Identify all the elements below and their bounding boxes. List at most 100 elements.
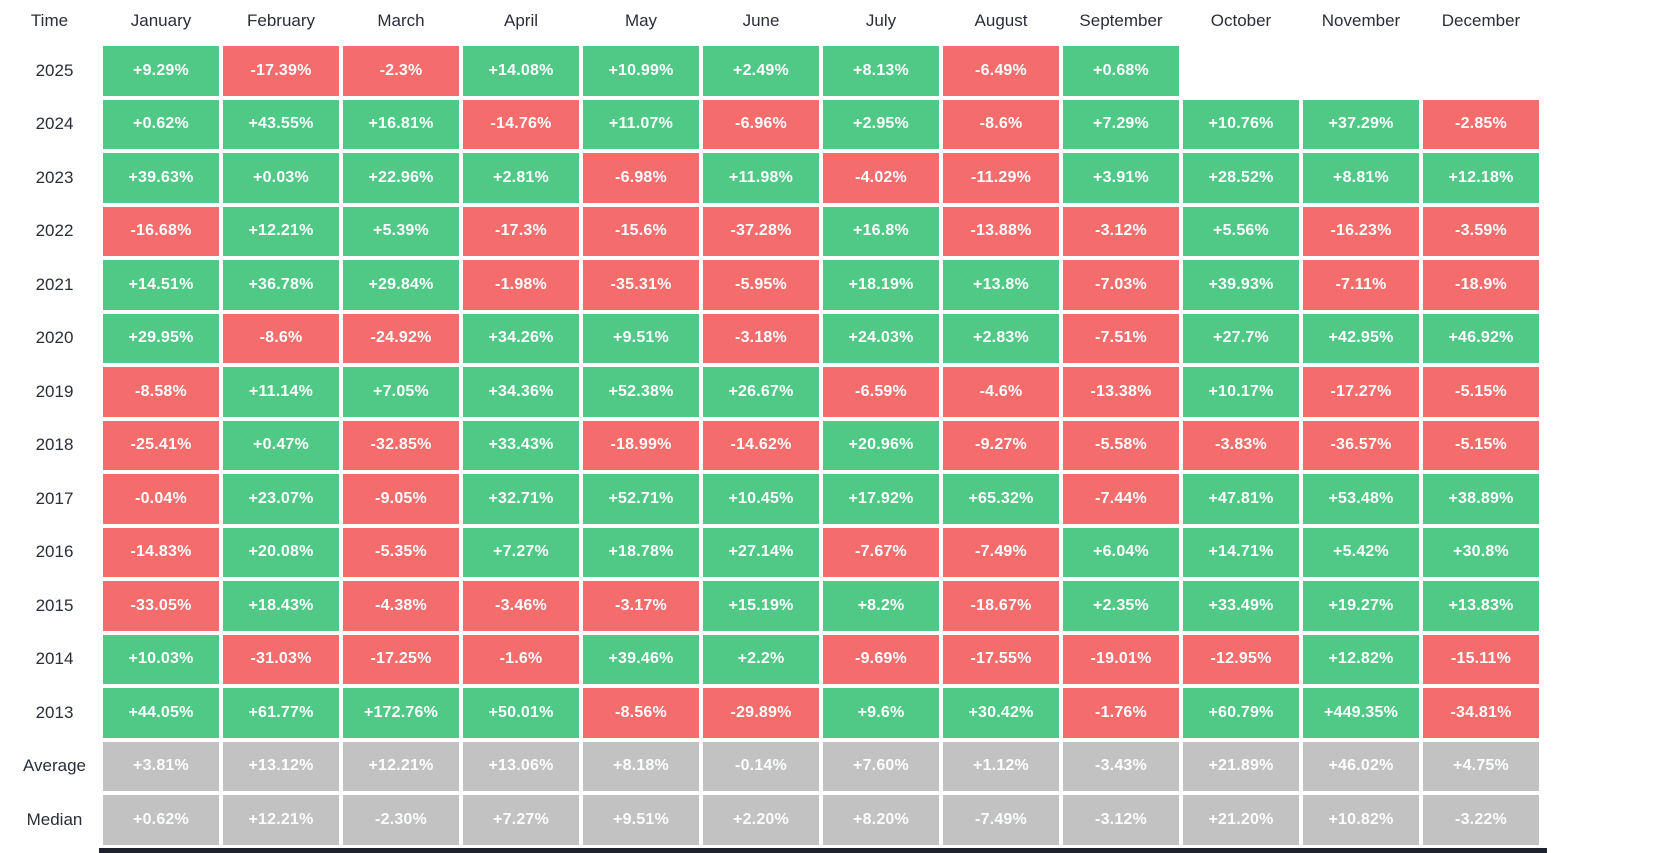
cell-2018-november: -36.57% — [1303, 420, 1419, 470]
cell-2025-may: +10.99% — [583, 46, 699, 96]
cell-2013-may: -8.56% — [583, 688, 699, 738]
cell-2022-january: -16.68% — [103, 206, 219, 256]
row-label-2018: 2018 — [35, 435, 74, 455]
row-label-2019: 2019 — [35, 381, 74, 401]
cell-2017-may: +52.71% — [583, 474, 699, 524]
cell-2020-september: -7.51% — [1063, 313, 1179, 363]
cell-median-december: -3.22% — [1423, 795, 1539, 845]
cell-2025-september: +0.68% — [1063, 46, 1179, 96]
row-label-2015: 2015 — [35, 595, 74, 615]
cell-2014-august: -17.55% — [943, 634, 1059, 684]
cell-median-february: +12.21% — [223, 795, 339, 845]
cell-2013-october: +60.79% — [1183, 688, 1299, 738]
cell-average-january: +3.81% — [103, 741, 219, 791]
cell-2018-october: -3.83% — [1183, 420, 1299, 470]
cell-2014-november: +12.82% — [1303, 634, 1419, 684]
cell-2014-february: -31.03% — [223, 634, 339, 684]
cell-average-november: +46.02% — [1303, 741, 1419, 791]
cell-2023-august: -11.29% — [943, 153, 1059, 203]
cell-2025-march: -2.3% — [343, 46, 459, 96]
cell-average-april: +13.06% — [463, 741, 579, 791]
cell-2017-march: -9.05% — [343, 474, 459, 524]
cell-2016-september: +6.04% — [1063, 527, 1179, 577]
cell-2024-january: +0.62% — [103, 99, 219, 149]
cell-2025-october — [1183, 46, 1299, 96]
cell-2021-september: -7.03% — [1063, 260, 1179, 310]
cell-2023-july: -4.02% — [823, 153, 939, 203]
cell-average-march: +12.21% — [343, 741, 459, 791]
row-label-2016: 2016 — [35, 542, 74, 562]
cell-2016-may: +18.78% — [583, 527, 699, 577]
cell-2015-june: +15.19% — [703, 581, 819, 631]
cell-2023-january: +39.63% — [103, 153, 219, 203]
cell-median-november: +10.82% — [1303, 795, 1419, 845]
cell-2020-july: +24.03% — [823, 313, 939, 363]
cell-2023-march: +22.96% — [343, 153, 459, 203]
cell-2021-june: -5.95% — [703, 260, 819, 310]
cell-median-april: +7.27% — [463, 795, 579, 845]
cell-2024-february: +43.55% — [223, 99, 339, 149]
cell-2017-august: +65.32% — [943, 474, 1059, 524]
cell-average-december: +4.75% — [1423, 741, 1539, 791]
cell-average-february: +13.12% — [223, 741, 339, 791]
column-header-april: April — [503, 11, 538, 30]
cell-2025-december — [1423, 46, 1539, 96]
cell-2024-may: +11.07% — [583, 99, 699, 149]
cell-2015-october: +33.49% — [1183, 581, 1299, 631]
cell-2025-june: +2.49% — [703, 46, 819, 96]
cell-2016-january: -14.83% — [103, 527, 219, 577]
cell-2019-july: -6.59% — [823, 367, 939, 417]
cell-2016-march: -5.35% — [343, 527, 459, 577]
cell-2024-april: -14.76% — [463, 99, 579, 149]
cell-2019-june: +26.67% — [703, 367, 819, 417]
cell-2016-december: +30.8% — [1423, 527, 1539, 577]
cell-2015-september: +2.35% — [1063, 581, 1179, 631]
cell-2025-april: +14.08% — [463, 46, 579, 96]
row-label-2017: 2017 — [35, 488, 74, 508]
cell-average-may: +8.18% — [583, 741, 699, 791]
row-label-2014: 2014 — [35, 649, 74, 669]
cell-2020-november: +42.95% — [1303, 313, 1419, 363]
column-header-november: November — [1321, 11, 1401, 30]
cell-2015-march: -4.38% — [343, 581, 459, 631]
cell-2016-october: +14.71% — [1183, 527, 1299, 577]
cell-2014-july: -9.69% — [823, 634, 939, 684]
column-header-june: June — [742, 11, 780, 30]
cell-2021-december: -18.9% — [1423, 260, 1539, 310]
cell-median-may: +9.51% — [583, 795, 699, 845]
cell-median-june: +2.20% — [703, 795, 819, 845]
cell-2020-may: +9.51% — [583, 313, 699, 363]
cell-2014-june: +2.2% — [703, 634, 819, 684]
cell-average-october: +21.89% — [1183, 741, 1299, 791]
cell-2021-january: +14.51% — [103, 260, 219, 310]
column-header-february: February — [246, 11, 316, 30]
cell-2013-august: +30.42% — [943, 688, 1059, 738]
cell-2024-august: -8.6% — [943, 99, 1059, 149]
cell-2021-february: +36.78% — [223, 260, 339, 310]
cell-2019-february: +11.14% — [223, 367, 339, 417]
cell-2020-october: +27.7% — [1183, 313, 1299, 363]
cell-2022-october: +5.56% — [1183, 206, 1299, 256]
cell-2025-august: -6.49% — [943, 46, 1059, 96]
column-header-july: July — [865, 11, 897, 30]
cell-2017-january: -0.04% — [103, 474, 219, 524]
cell-2013-july: +9.6% — [823, 688, 939, 738]
cell-2014-september: -19.01% — [1063, 634, 1179, 684]
cell-median-october: +21.20% — [1183, 795, 1299, 845]
row-label-average: Average — [22, 756, 86, 776]
cell-2020-january: +29.95% — [103, 313, 219, 363]
corner-label-time: Time — [30, 11, 69, 30]
cell-2018-september: -5.58% — [1063, 420, 1179, 470]
cell-2016-november: +5.42% — [1303, 527, 1419, 577]
cell-2022-july: +16.8% — [823, 206, 939, 256]
cell-2020-march: -24.92% — [343, 313, 459, 363]
cell-2024-october: +10.76% — [1183, 99, 1299, 149]
cell-2016-june: +27.14% — [703, 527, 819, 577]
row-label-2020: 2020 — [35, 328, 74, 348]
row-label-2013: 2013 — [35, 702, 74, 722]
cell-2015-february: +18.43% — [223, 581, 339, 631]
cell-2018-july: +20.96% — [823, 420, 939, 470]
cell-2018-march: -32.85% — [343, 420, 459, 470]
cell-2015-january: -33.05% — [103, 581, 219, 631]
